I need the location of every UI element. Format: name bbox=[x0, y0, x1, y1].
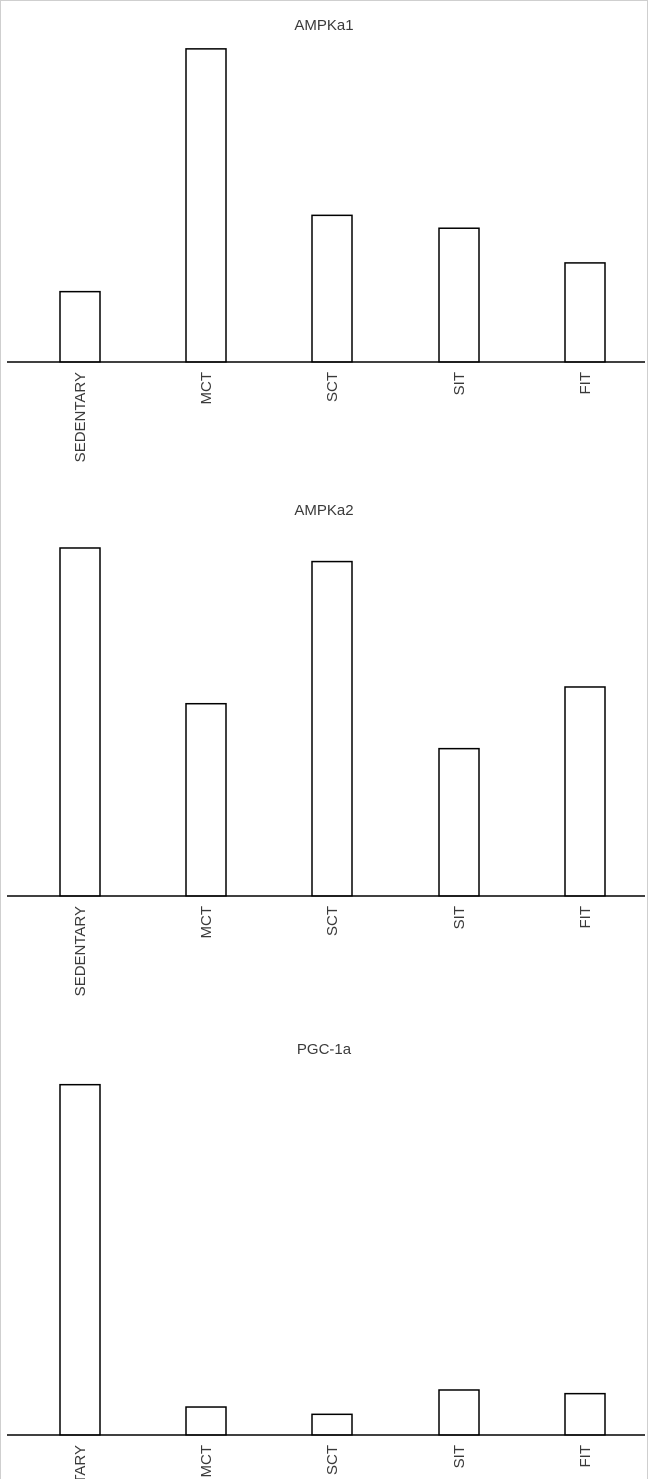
tick-label-fit: FIT bbox=[577, 1445, 594, 1468]
chart-panel-3: PGC-1a SEDENTARY MCT SCT SIT FIT bbox=[7, 1041, 645, 1479]
tick-label-mct: MCT bbox=[198, 906, 215, 939]
chart-title: AMPKa2 bbox=[294, 502, 353, 519]
chart-title: AMPKa1 bbox=[294, 17, 353, 34]
tick-label-sedentary: SEDENTARY bbox=[72, 906, 89, 996]
bar-sct bbox=[311, 214, 353, 363]
bar-sit bbox=[438, 227, 480, 363]
bar-mct bbox=[185, 48, 227, 363]
tick-label-sit: SIT bbox=[451, 372, 468, 395]
tick-label-fit: FIT bbox=[577, 906, 594, 929]
bar-sedentary bbox=[59, 290, 101, 363]
bar-fit bbox=[564, 1392, 606, 1436]
bar-sedentary bbox=[59, 547, 101, 897]
bar-mct bbox=[185, 702, 227, 897]
tick-label-sit: SIT bbox=[451, 906, 468, 929]
bar-sct bbox=[311, 560, 353, 897]
tick-label-fit: FIT bbox=[577, 372, 594, 395]
tick-label-sct: SCT bbox=[324, 906, 341, 936]
chart-title: PGC-1a bbox=[297, 1041, 352, 1058]
bar-sit bbox=[438, 1389, 480, 1436]
tick-label-sit: SIT bbox=[451, 1445, 468, 1468]
tick-label-mct: MCT bbox=[198, 372, 215, 405]
bar-mct bbox=[185, 1406, 227, 1436]
tick-label-sedentary: SEDENTARY bbox=[72, 1445, 89, 1479]
tick-label-mct: MCT bbox=[198, 1445, 215, 1478]
bar-fit bbox=[564, 262, 606, 363]
bar-sit bbox=[438, 747, 480, 897]
chart-panel-2: AMPKa2 SEDENTARY MCT SCT SIT FIT bbox=[7, 502, 645, 996]
bar-sct bbox=[311, 1413, 353, 1436]
chart-panel-1: AMPKa1 SEDENTARY MCT SCT SIT FIT bbox=[7, 17, 645, 462]
tick-label-sct: SCT bbox=[324, 1445, 341, 1475]
tick-label-sct: SCT bbox=[324, 372, 341, 402]
bar-sedentary bbox=[59, 1083, 101, 1436]
bar-fit bbox=[564, 686, 606, 897]
tick-label-sedentary: SEDENTARY bbox=[72, 372, 89, 462]
